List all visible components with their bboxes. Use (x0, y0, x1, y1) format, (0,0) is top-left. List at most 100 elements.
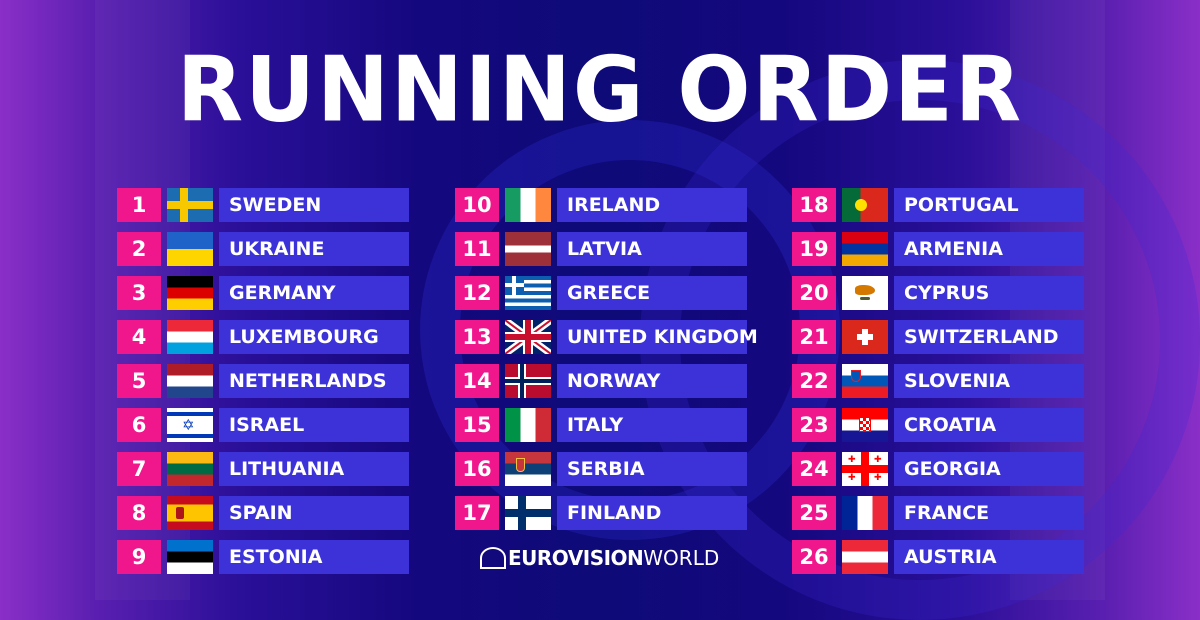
page-title: RUNNING ORDER (176, 37, 1024, 143)
country-name: SERBIA (557, 452, 747, 486)
running-order-row: 10 IRELAND (455, 188, 747, 222)
flag-de-icon (167, 276, 213, 310)
eurovisionworld-logo: EUROVISION WORLD (480, 546, 719, 570)
flag-lt-icon (167, 452, 213, 486)
running-order-row: 2 UKRAINE (117, 232, 409, 266)
running-order-row: 13 UNITED KINGDOM (455, 320, 758, 354)
country-name: CYPRUS (894, 276, 1084, 310)
country-name: ESTONIA (219, 540, 409, 574)
flag-ie-icon (505, 188, 551, 222)
flag-ee-icon (167, 540, 213, 574)
country-name: SLOVENIA (894, 364, 1084, 398)
country-name: CROATIA (894, 408, 1084, 442)
running-order-row: 12 GREECE (455, 276, 747, 310)
flag-fi-icon (505, 496, 551, 530)
running-order-row: 7 LITHUANIA (117, 452, 409, 486)
running-order-number: 2 (117, 232, 161, 266)
flag-am-icon (842, 232, 888, 266)
running-order-number: 25 (792, 496, 836, 530)
country-name: FRANCE (894, 496, 1084, 530)
flag-no-icon (505, 364, 551, 398)
country-name: LATVIA (557, 232, 747, 266)
country-name: LUXEMBOURG (219, 320, 409, 354)
running-order-number: 15 (455, 408, 499, 442)
running-order-row: 21 SWITZERLAND (792, 320, 1084, 354)
globe-icon (480, 547, 506, 569)
country-name: GREECE (557, 276, 747, 310)
running-order-row: 9 ESTONIA (117, 540, 409, 574)
running-order-row: 15 ITALY (455, 408, 747, 442)
flag-cy-icon (842, 276, 888, 310)
running-order-number: 17 (455, 496, 499, 530)
logo-text-light: WORLD (643, 546, 720, 570)
running-order-number: 21 (792, 320, 836, 354)
running-order-number: 3 (117, 276, 161, 310)
flag-lv-icon (505, 232, 551, 266)
country-name: AUSTRIA (894, 540, 1084, 574)
running-order-row: 26 AUSTRIA (792, 540, 1084, 574)
running-order-number: 22 (792, 364, 836, 398)
running-order-row: 16 SERBIA (455, 452, 747, 486)
country-name: FINLAND (557, 496, 747, 530)
flag-pt-icon (842, 188, 888, 222)
country-name: IRELAND (557, 188, 747, 222)
running-order-number: 10 (455, 188, 499, 222)
flag-si-icon (842, 364, 888, 398)
flag-lu-icon (167, 320, 213, 354)
country-name: ARMENIA (894, 232, 1084, 266)
running-order-number: 14 (455, 364, 499, 398)
country-name: SPAIN (219, 496, 409, 530)
flag-il-icon: ✡ (167, 408, 213, 442)
running-order-row: 8 SPAIN (117, 496, 409, 530)
country-name: NETHERLANDS (219, 364, 409, 398)
running-order-number: 9 (117, 540, 161, 574)
running-order-number: 19 (792, 232, 836, 266)
running-order-row: 20 CYPRUS (792, 276, 1084, 310)
running-order-row: 25 FRANCE (792, 496, 1084, 530)
running-order-number: 4 (117, 320, 161, 354)
flag-it-icon (505, 408, 551, 442)
running-order-number: 1 (117, 188, 161, 222)
flag-ua-icon (167, 232, 213, 266)
running-order-row: 14 NORWAY (455, 364, 747, 398)
running-order-row: 5 NETHERLANDS (117, 364, 409, 398)
country-name: GEORGIA (894, 452, 1084, 486)
flag-hr-icon (842, 408, 888, 442)
flag-es-icon (167, 496, 213, 530)
running-order-row: 18 PORTUGAL (792, 188, 1084, 222)
running-order-row: 17 FINLAND (455, 496, 747, 530)
running-order-row: 6 ✡ ISRAEL (117, 408, 409, 442)
running-order-number: 20 (792, 276, 836, 310)
flag-rs-icon (505, 452, 551, 486)
flag-se-icon (167, 188, 213, 222)
country-name: ISRAEL (219, 408, 409, 442)
running-order-row: 22 SLOVENIA (792, 364, 1084, 398)
country-name: LITHUANIA (219, 452, 409, 486)
running-order-number: 16 (455, 452, 499, 486)
flag-fr-icon (842, 496, 888, 530)
country-name: ITALY (557, 408, 747, 442)
running-order-number: 5 (117, 364, 161, 398)
flag-gb-icon (505, 320, 551, 354)
country-name: UKRAINE (219, 232, 409, 266)
running-order-number: 7 (117, 452, 161, 486)
flag-gr-icon (505, 276, 551, 310)
flag-ch-icon (842, 320, 888, 354)
running-order-number: 18 (792, 188, 836, 222)
running-order-number: 24 (792, 452, 836, 486)
country-name: PORTUGAL (894, 188, 1084, 222)
running-order-row: 3 GERMANY (117, 276, 409, 310)
country-name: GERMANY (219, 276, 409, 310)
running-order-number: 8 (117, 496, 161, 530)
running-order-number: 6 (117, 408, 161, 442)
running-order-number: 23 (792, 408, 836, 442)
flag-ge-icon: ✚ ✚ ✚ ✚ (842, 452, 888, 486)
running-order-number: 26 (792, 540, 836, 574)
running-order-row: 1 SWEDEN (117, 188, 409, 222)
running-order-number: 12 (455, 276, 499, 310)
flag-nl-icon (167, 364, 213, 398)
country-name: SWEDEN (219, 188, 409, 222)
running-order-number: 11 (455, 232, 499, 266)
running-order-row: 19 ARMENIA (792, 232, 1084, 266)
running-order-row: 23 CROATIA (792, 408, 1084, 442)
